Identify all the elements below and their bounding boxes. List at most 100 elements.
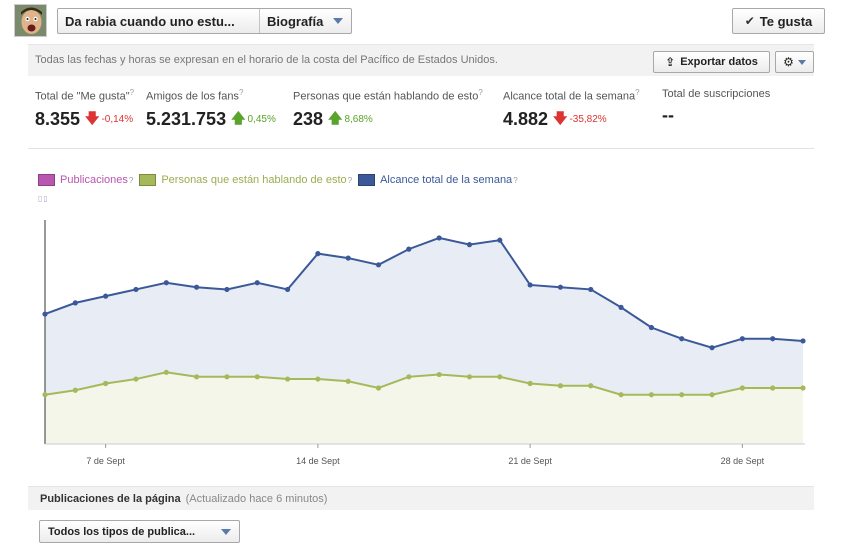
view-selector[interactable]: Biografía — [260, 9, 351, 33]
posts-header: Publicaciones de la página (Actualizado … — [28, 486, 814, 510]
series-alcance-point[interactable] — [315, 251, 321, 257]
series-alcance-point[interactable] — [163, 280, 169, 286]
posts-updated: (Actualizado hace 6 minutos) — [185, 492, 328, 505]
series-alcance-point[interactable] — [588, 286, 594, 293]
divider — [28, 148, 814, 149]
export-data-button[interactable]: ⇪ Exportar datos — [653, 51, 770, 73]
export-label: Exportar datos — [680, 56, 758, 68]
like-label: Te gusta — [759, 13, 813, 29]
series-hablando-point[interactable] — [679, 392, 685, 398]
series-hablando-point[interactable] — [103, 380, 109, 387]
series-alcance-point[interactable] — [284, 286, 291, 293]
stat-value: 8.355 🡇 -0,14% — [35, 108, 134, 132]
series-hablando-point[interactable] — [648, 392, 655, 398]
mini-bars-icon: ▯▯ — [38, 194, 49, 203]
avatar[interactable] — [14, 4, 47, 37]
chevron-down-icon — [333, 18, 343, 24]
legend-label: Personas que están hablando de esto — [161, 174, 347, 186]
series-hablando-point[interactable] — [497, 374, 503, 380]
series-alcance-point[interactable] — [770, 336, 776, 342]
series-alcance-point[interactable] — [224, 286, 230, 293]
series-alcance-point[interactable] — [436, 235, 442, 241]
series-alcance-point[interactable] — [194, 284, 200, 290]
help-icon[interactable]: ? — [129, 88, 135, 97]
legend-item-publicaciones[interactable]: Publicaciones? — [38, 174, 133, 186]
timezone-note: Todas las fechas y horas se expresan en … — [35, 54, 498, 66]
legend-label: Alcance total de la semana — [380, 174, 513, 186]
series-alcance-point[interactable] — [345, 255, 351, 261]
settings-button[interactable]: ⚙ — [775, 51, 814, 73]
series-hablando-point[interactable] — [406, 374, 412, 380]
like-button[interactable]: ✔ Te gusta — [732, 8, 825, 34]
series-hablando-point[interactable] — [588, 383, 594, 389]
chevron-down-icon — [797, 59, 806, 65]
series-alcance-point[interactable] — [133, 286, 139, 293]
page-name[interactable]: Da rabia cuando uno estu... — [58, 9, 260, 33]
page-selector[interactable]: Da rabia cuando uno estu... Biografía — [57, 8, 352, 34]
series-hablando-point[interactable] — [194, 374, 200, 380]
legend-item-alcance[interactable]: Alcance total de la semana? — [358, 174, 518, 186]
series-hablando-point[interactable] — [72, 387, 78, 393]
check-icon: ✔ — [744, 14, 755, 28]
series-hablando-point[interactable] — [133, 376, 139, 382]
series-alcance-line — [44, 236, 804, 349]
series-hablando-point[interactable] — [436, 371, 442, 378]
series-alcance-point[interactable] — [557, 284, 564, 290]
help-icon[interactable]: ? — [513, 175, 518, 185]
series-alcance-point[interactable] — [42, 311, 48, 317]
series-hablando-point[interactable] — [466, 374, 473, 380]
series-alcance-point[interactable] — [709, 345, 715, 351]
series-hablando-point[interactable] — [739, 385, 745, 391]
stat-value: 5.231.753 🡅 0,45% — [146, 108, 276, 132]
arrow-down-icon: 🡇 — [85, 109, 100, 126]
series-alcance-point[interactable] — [103, 293, 109, 299]
series-alcance-point[interactable] — [406, 246, 412, 252]
series-hablando-point[interactable] — [163, 369, 169, 375]
stat-change: 8,68% — [344, 114, 373, 126]
series-alcance-point[interactable] — [497, 237, 503, 243]
series-hablando-point[interactable] — [618, 392, 624, 398]
series-hablando-point[interactable] — [42, 392, 48, 398]
help-icon[interactable]: ? — [238, 88, 244, 97]
series-hablando-point[interactable] — [315, 376, 321, 382]
chart-legend: Publicaciones? Personas que están hablan… — [38, 174, 524, 186]
stat-friends-of-fans: Amigos de los fans? 5.231.753 🡅 0,45% — [146, 88, 276, 132]
series-alcance-point[interactable] — [72, 300, 78, 306]
post-type-filter[interactable]: Todos los tipos de publica... — [39, 520, 240, 543]
arrow-up-icon: 🡅 — [328, 109, 343, 126]
series-alcance-point[interactable] — [527, 282, 533, 288]
series-hablando-point[interactable] — [254, 374, 260, 380]
stat-total-likes: Total de "Me gusta"? 8.355 🡇 -0,14% — [35, 88, 134, 132]
stat-subscriptions: Total de suscripciones -- — [662, 88, 770, 126]
series-hablando-point[interactable] — [284, 376, 291, 382]
series-hablando-point[interactable] — [224, 374, 230, 380]
help-icon[interactable]: ? — [635, 88, 640, 97]
series-hablando-point[interactable] — [527, 380, 533, 387]
series-alcance-point[interactable] — [679, 336, 685, 342]
series-hablando-point[interactable] — [345, 378, 351, 384]
series-alcance-point[interactable] — [739, 336, 745, 342]
series-hablando-point[interactable] — [557, 383, 564, 389]
series-alcance-point[interactable] — [254, 280, 260, 286]
series-hablando-point[interactable] — [770, 385, 776, 391]
series-alcance-point[interactable] — [648, 324, 655, 331]
series-hablando-point[interactable] — [709, 392, 715, 398]
stat-value: 238 🡅 8,68% — [293, 108, 483, 132]
x-tick-label: 7 de Sept — [86, 456, 125, 466]
stat-label: Personas que están hablando de esto? — [293, 88, 483, 103]
stat-weekly-reach: Alcance total de la semana? 4.882 🡇 -35,82… — [503, 88, 640, 132]
series-alcance-point[interactable] — [466, 242, 473, 248]
series-alcance-point[interactable] — [618, 304, 624, 310]
stat-change: -35,82% — [569, 114, 607, 126]
stats-summary: Total de "Me gusta"? 8.355 🡇 -0,14% Amigos… — [35, 88, 815, 148]
series-alcance-point[interactable] — [375, 262, 382, 268]
help-icon[interactable]: ? — [478, 88, 483, 97]
top-bar: Da rabia cuando uno estu... Biografía ✔ … — [0, 0, 846, 42]
series-alcance-point[interactable] — [800, 338, 806, 344]
help-icon[interactable]: ? — [128, 175, 134, 185]
legend-item-hablando[interactable]: Personas que están hablando de esto? — [139, 174, 352, 186]
series-hablando-point[interactable] — [375, 385, 382, 391]
help-icon[interactable]: ? — [347, 175, 353, 185]
upload-icon: ⇪ — [665, 55, 676, 69]
series-hablando-point[interactable] — [800, 385, 806, 391]
